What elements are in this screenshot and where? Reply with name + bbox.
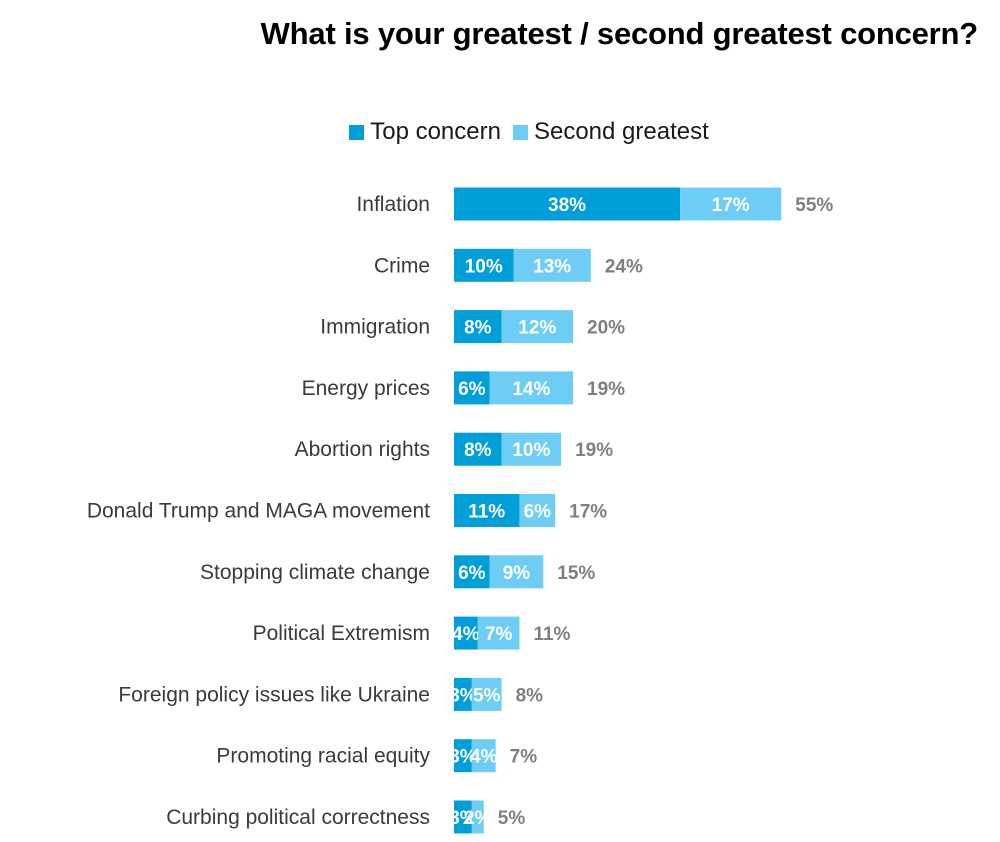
category-label: Inflation xyxy=(356,193,430,216)
total-label: 55% xyxy=(795,195,833,216)
total-label: 15% xyxy=(557,563,595,584)
bar-second-greatest xyxy=(501,310,573,344)
data-label-second-greatest: 6% xyxy=(524,502,552,523)
legend-item-top-concern: Top concern xyxy=(349,118,501,146)
total-label: 7% xyxy=(510,747,538,768)
total-label: 19% xyxy=(587,379,625,400)
data-label-top-concern: 4% xyxy=(452,624,480,645)
legend-item-second-greatest: Second greatest xyxy=(512,118,709,146)
total-label: 17% xyxy=(569,502,607,523)
total-label: 11% xyxy=(533,624,570,645)
data-label-top-concern: 6% xyxy=(458,379,486,400)
chart-title: What is your greatest / second greatest … xyxy=(260,16,979,51)
data-label-top-concern: 6% xyxy=(458,563,486,584)
data-label-second-greatest: 5% xyxy=(473,685,501,706)
bar-top-concern xyxy=(454,187,681,221)
category-label: Abortion rights xyxy=(295,438,430,461)
data-label-top-concern: 11% xyxy=(468,502,505,523)
data-label-top-concern: 8% xyxy=(464,318,492,339)
category-label: Donald Trump and MAGA movement xyxy=(87,500,430,523)
category-label: Immigration xyxy=(320,316,430,339)
category-label: Curbing political correctness xyxy=(166,806,430,829)
total-label: 5% xyxy=(498,808,526,829)
bar-second-greatest xyxy=(513,248,591,282)
total-label: 20% xyxy=(587,318,625,339)
bar-second-greatest xyxy=(471,800,484,834)
data-label-second-greatest: 17% xyxy=(712,195,750,216)
legend-label-second-greatest: Second greatest xyxy=(533,118,709,145)
bar-second-greatest xyxy=(477,616,520,650)
data-label-top-concern: 3% xyxy=(449,808,477,829)
bar-second-greatest xyxy=(489,371,573,405)
bar-top-concern xyxy=(454,555,490,589)
category-label: Political Extremism xyxy=(253,622,430,645)
bar-second-greatest xyxy=(471,677,502,711)
category-label: Foreign policy issues like Ukraine xyxy=(118,683,430,706)
bar-top-concern xyxy=(454,248,514,282)
data-label-top-concern: 8% xyxy=(464,440,492,461)
legend: Top concern Second greatest xyxy=(0,118,1000,146)
bar-top-concern xyxy=(454,432,502,466)
bar-second-greatest xyxy=(501,432,562,466)
data-label-top-concern: 10% xyxy=(465,256,503,277)
data-label-second-greatest: 13% xyxy=(533,256,571,277)
data-label-second-greatest: 9% xyxy=(503,563,531,584)
bar-top-concern xyxy=(454,371,490,405)
category-label: Crime xyxy=(374,254,430,277)
bar-top-concern xyxy=(454,616,478,650)
total-label: 19% xyxy=(575,440,613,461)
category-label: Energy prices xyxy=(302,377,430,400)
bar-top-concern xyxy=(454,677,472,711)
bar-second-greatest xyxy=(519,494,556,527)
data-label-second-greatest: 12% xyxy=(518,318,556,339)
bar-second-greatest xyxy=(680,187,782,221)
bar-top-concern xyxy=(454,494,520,527)
category-label: Stopping climate change xyxy=(200,561,430,584)
total-label: 24% xyxy=(605,256,643,277)
data-label-top-concern: 3% xyxy=(449,747,477,768)
bar-second-greatest xyxy=(489,555,544,589)
bar-top-concern xyxy=(454,310,502,344)
data-label-top-concern: 3% xyxy=(449,685,477,706)
data-label-second-greatest: 10% xyxy=(512,440,550,461)
bar-top-concern xyxy=(454,739,472,773)
bar-top-concern xyxy=(454,800,472,834)
data-label-second-greatest: 4% xyxy=(470,747,498,768)
legend-swatch-top-concern xyxy=(349,124,365,140)
data-label-second-greatest: 2% xyxy=(464,808,492,829)
legend-label-top-concern: Top concern xyxy=(370,118,501,145)
category-label: Promoting racial equity xyxy=(216,745,430,768)
total-label: 8% xyxy=(516,685,544,706)
data-label-second-greatest: 14% xyxy=(512,379,550,400)
legend-swatch-second-greatest xyxy=(512,124,528,140)
data-label-second-greatest: 7% xyxy=(485,624,513,645)
data-label-top-concern: 38% xyxy=(548,195,586,216)
bar-second-greatest xyxy=(471,739,496,773)
